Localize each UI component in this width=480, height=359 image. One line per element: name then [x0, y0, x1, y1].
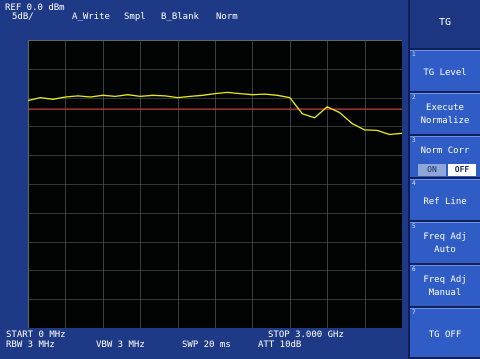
softkey-label: Norm Corr: [410, 145, 480, 157]
toggle-off-option[interactable]: OFF: [448, 164, 476, 176]
trace-b-mode: B_Blank: [161, 12, 199, 22]
softkey-label: Ref Line: [410, 196, 480, 208]
menu-title: TG: [410, 0, 480, 50]
start-freq: START 0 MHz: [6, 330, 66, 340]
softkey-label-line2: Manual: [410, 287, 480, 299]
norm-corr-toggle[interactable]: ON OFF: [418, 164, 476, 176]
analyzer-screen: REF 0.0 dBm 5dB/ A_Write Smpl B_Blank No…: [0, 0, 408, 359]
attenuation: ATT 10dB: [258, 340, 301, 350]
softkey-label: Freq Adj: [410, 274, 480, 286]
softkey-number: 2: [412, 94, 416, 101]
spectrum-plot: [28, 40, 402, 328]
softkey-number: 6: [412, 266, 416, 273]
softkey-number: 3: [412, 137, 416, 144]
ref-line-button[interactable]: 4 Ref Line: [410, 179, 480, 222]
softkey-label: TG OFF: [410, 329, 480, 341]
norm-corr-button[interactable]: 3 Norm Corr ON OFF: [410, 136, 480, 179]
spectrum-chart: [28, 40, 402, 328]
toggle-on-option[interactable]: ON: [418, 164, 446, 176]
vbw-value: VBW 3 MHz: [96, 340, 145, 350]
softkey-number: 4: [412, 180, 416, 187]
softkey-panel: TG 1 TG Level 2 Execute Normalize 3 Norm…: [408, 0, 480, 359]
freq-adj-auto-button[interactable]: 5 Freq Adj Auto: [410, 222, 480, 265]
softkey-label: TG Level: [410, 67, 480, 79]
tg-off-button[interactable]: 7 TG OFF: [410, 308, 480, 359]
tg-level-button[interactable]: 1 TG Level: [410, 50, 480, 93]
stop-freq: STOP 3.000 GHz: [268, 330, 344, 340]
softkey-label: Freq Adj: [410, 231, 480, 243]
freq-adj-manual-button[interactable]: 6 Freq Adj Manual: [410, 265, 480, 308]
trace-a-mode: A_Write: [72, 12, 110, 22]
rbw-value: RBW 3 MHz: [6, 340, 55, 350]
sweep-time: SWP 20 ms: [182, 340, 231, 350]
softkey-number: 1: [412, 51, 416, 58]
softkey-number: 5: [412, 223, 416, 230]
scale-per-div: 5dB/: [12, 12, 34, 22]
detector-mode: Smpl: [124, 12, 146, 22]
execute-normalize-button[interactable]: 2 Execute Normalize: [410, 93, 480, 136]
norm-indicator: Norm: [216, 12, 238, 22]
softkey-label-line2: Auto: [410, 244, 480, 256]
softkey-label-line2: Normalize: [410, 115, 480, 127]
softkey-label: Execute: [410, 102, 480, 114]
softkey-number: 7: [412, 309, 416, 316]
